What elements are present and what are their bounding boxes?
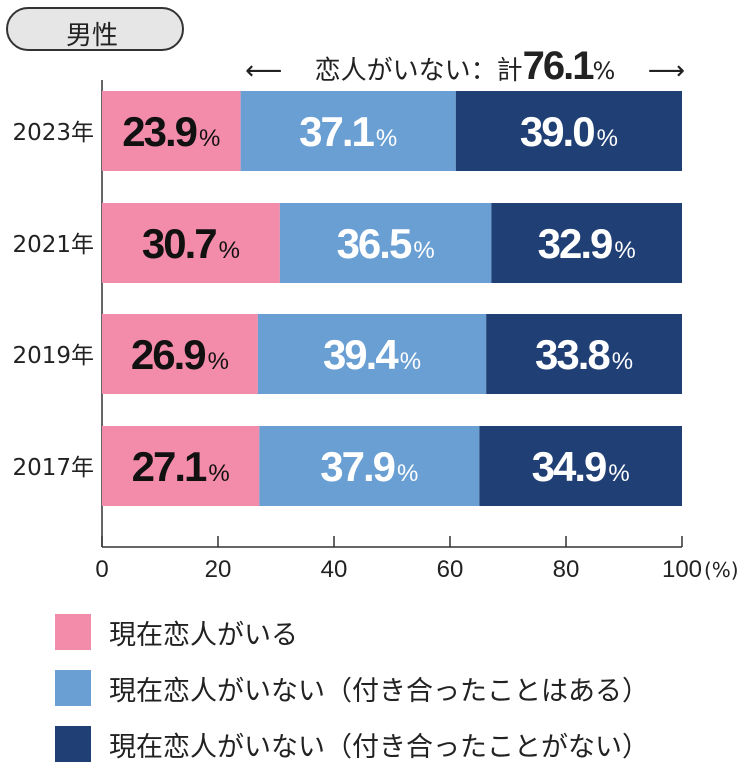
category-label: 2021年 (12, 232, 94, 258)
data-label: 39.4% (323, 331, 421, 378)
legend-label: 現在恋人がいない（付き合ったことがない） (109, 731, 649, 763)
bar-segment (486, 314, 682, 394)
data-label: 27.1% (132, 443, 230, 490)
x-tick-label: 100 (662, 556, 702, 583)
x-tick-label: 80 (553, 556, 580, 583)
bar-segment (102, 426, 260, 506)
bar-segment (102, 203, 280, 283)
arrow-right-icon: ⟶ (647, 56, 685, 86)
x-tick-label: 20 (205, 556, 232, 583)
data-label: 32.9% (538, 220, 636, 267)
badge-label: 男性 (66, 21, 119, 51)
legend-item: 現在恋人がいない（付き合ったことがない） (55, 716, 649, 772)
total-value: 76.1 (522, 44, 595, 88)
bar-segment (279, 203, 492, 283)
legend-label: 現在恋人がいない（付き合ったことはある） (109, 675, 649, 707)
x-unit-label: (%) (704, 558, 739, 582)
total-label: 恋人がいない：計 (314, 56, 523, 86)
legend-swatch (55, 614, 91, 650)
total-unit: % (592, 57, 616, 85)
bar-segment (102, 91, 241, 171)
category-label: 2017年 (12, 455, 94, 481)
arrow-left-icon: ⟵ (245, 56, 283, 86)
bar-segment (491, 203, 682, 283)
data-label: 34.9% (532, 443, 630, 490)
x-tick-label: 0 (95, 556, 108, 583)
chart-figure: 男性 ⟵ 恋人がいない：計76.1% ⟶ 0 20 40 60 80 100 (%) 2023… (6, 7, 739, 763)
legend: 現在恋人がいる 現在恋人がいない（付き合ったことはある） 現在恋人がいない（付き… (55, 604, 649, 772)
x-tick-label: 60 (437, 556, 464, 583)
legend-swatch (55, 670, 91, 706)
category-label: 2023年 (12, 120, 94, 146)
data-label: 36.5% (337, 220, 435, 267)
bar-segment (257, 314, 487, 394)
plot-area: 0 20 40 60 80 100 (%) 2023年 23.9% 37.1% 39.0 % 2021年… (12, 80, 739, 583)
data-label: 26.9% (131, 331, 229, 378)
legend-item: 現在恋人がいる (55, 604, 649, 660)
bar-segment (259, 426, 480, 506)
data-label: 33.8% (535, 331, 633, 378)
legend-label: 現在恋人がいる (109, 619, 298, 651)
bar-segment (102, 314, 258, 394)
data-label: 30.7% (142, 220, 240, 267)
legend-swatch (55, 726, 91, 762)
data-label: 23.9% (122, 108, 220, 155)
category-label: 2019年 (12, 343, 94, 369)
data-label: 37.1% (299, 108, 397, 155)
bar-segment (455, 91, 682, 171)
bar-segment (479, 426, 682, 506)
data-label: 39.0% (520, 108, 618, 155)
x-tick-label: 40 (321, 556, 348, 583)
legend-item: 現在恋人がいない（付き合ったことはある） (55, 660, 649, 716)
total-annotation: ⟵ 恋人がいない：計76.1% ⟶ (245, 44, 685, 89)
gender-badge: 男性 (6, 7, 184, 51)
bar-segment (240, 91, 456, 171)
data-label: 37.9% (320, 443, 418, 490)
